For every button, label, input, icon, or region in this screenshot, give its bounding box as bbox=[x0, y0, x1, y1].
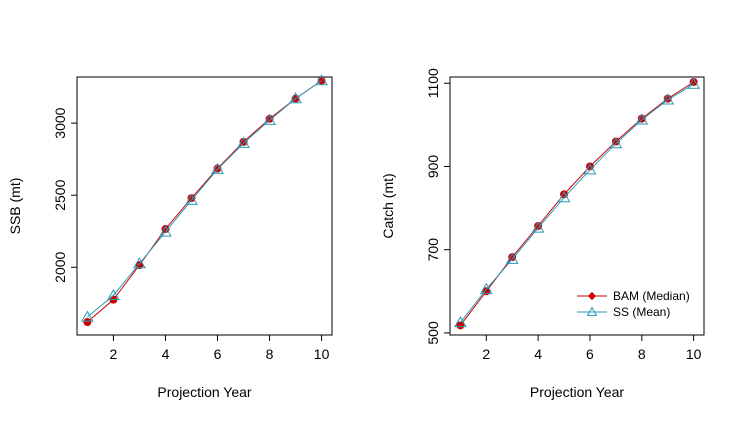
ss-point bbox=[479, 282, 493, 294]
ss-point bbox=[107, 288, 120, 300]
y-axis-title: Catch (mt) bbox=[380, 173, 396, 238]
ss-point bbox=[557, 191, 571, 203]
y-tick-label: 700 bbox=[425, 238, 441, 262]
legend-label: BAM (Median) bbox=[613, 289, 690, 303]
legend-label: SS (Mean) bbox=[613, 305, 670, 319]
ss-point bbox=[635, 113, 649, 125]
ss-point bbox=[81, 310, 94, 322]
y-tick-label: 2500 bbox=[52, 179, 68, 210]
x-tick-label: 4 bbox=[162, 346, 170, 362]
ss-point bbox=[531, 221, 545, 233]
ss-point bbox=[159, 225, 172, 237]
y-tick-label: 2000 bbox=[52, 251, 68, 282]
plot-frame bbox=[76, 76, 333, 336]
y-axis-title: SSB (mt) bbox=[7, 178, 23, 235]
x-tick-label: 8 bbox=[638, 346, 646, 362]
ss-point bbox=[661, 93, 675, 105]
x-tick-label: 10 bbox=[686, 346, 702, 362]
ss-point bbox=[237, 136, 250, 148]
ss-point bbox=[315, 74, 328, 86]
bam-point bbox=[83, 318, 92, 327]
ss-point bbox=[505, 252, 519, 264]
x-tick-label: 4 bbox=[534, 346, 542, 362]
x-tick-label: 2 bbox=[110, 346, 118, 362]
y-tick-label: 1100 bbox=[425, 68, 441, 98]
bam-point bbox=[456, 321, 465, 330]
x-tick-label: 10 bbox=[314, 346, 330, 362]
ss-point bbox=[609, 137, 623, 149]
bam-line bbox=[87, 80, 322, 323]
ss-point bbox=[454, 316, 467, 328]
y-tick-label: 900 bbox=[425, 155, 441, 179]
y-tick-label: 3000 bbox=[52, 107, 68, 138]
x-tick-label: 8 bbox=[266, 346, 274, 362]
ss-line bbox=[459, 83, 694, 323]
ss-point bbox=[263, 113, 276, 125]
x-axis-title: Projection Year bbox=[530, 384, 625, 400]
plot-frame bbox=[449, 76, 705, 336]
ss-point bbox=[583, 163, 597, 175]
ssb-panel: 2 4 6 8 10 2000 2500 3000 Projection Year SSB (mt… bbox=[7, 74, 333, 400]
ss-point bbox=[687, 77, 700, 89]
ss-point bbox=[133, 257, 146, 269]
x-tick-label: 2 bbox=[482, 346, 490, 362]
x-axis-title: Projection Year bbox=[157, 384, 252, 400]
catch-panel: 2 4 6 8 10 500 700 900 1100 Projection Year Catch … bbox=[380, 68, 705, 400]
y-tick-label: 500 bbox=[425, 321, 441, 345]
ss-point bbox=[211, 162, 224, 174]
x-tick-label: 6 bbox=[586, 346, 594, 362]
x-tick-label: 6 bbox=[214, 346, 222, 362]
ss-point bbox=[185, 193, 198, 205]
legend-ss-marker bbox=[586, 306, 598, 316]
ss-line bbox=[87, 80, 322, 318]
legend-bam-marker bbox=[587, 291, 597, 301]
ss-point bbox=[289, 92, 302, 104]
